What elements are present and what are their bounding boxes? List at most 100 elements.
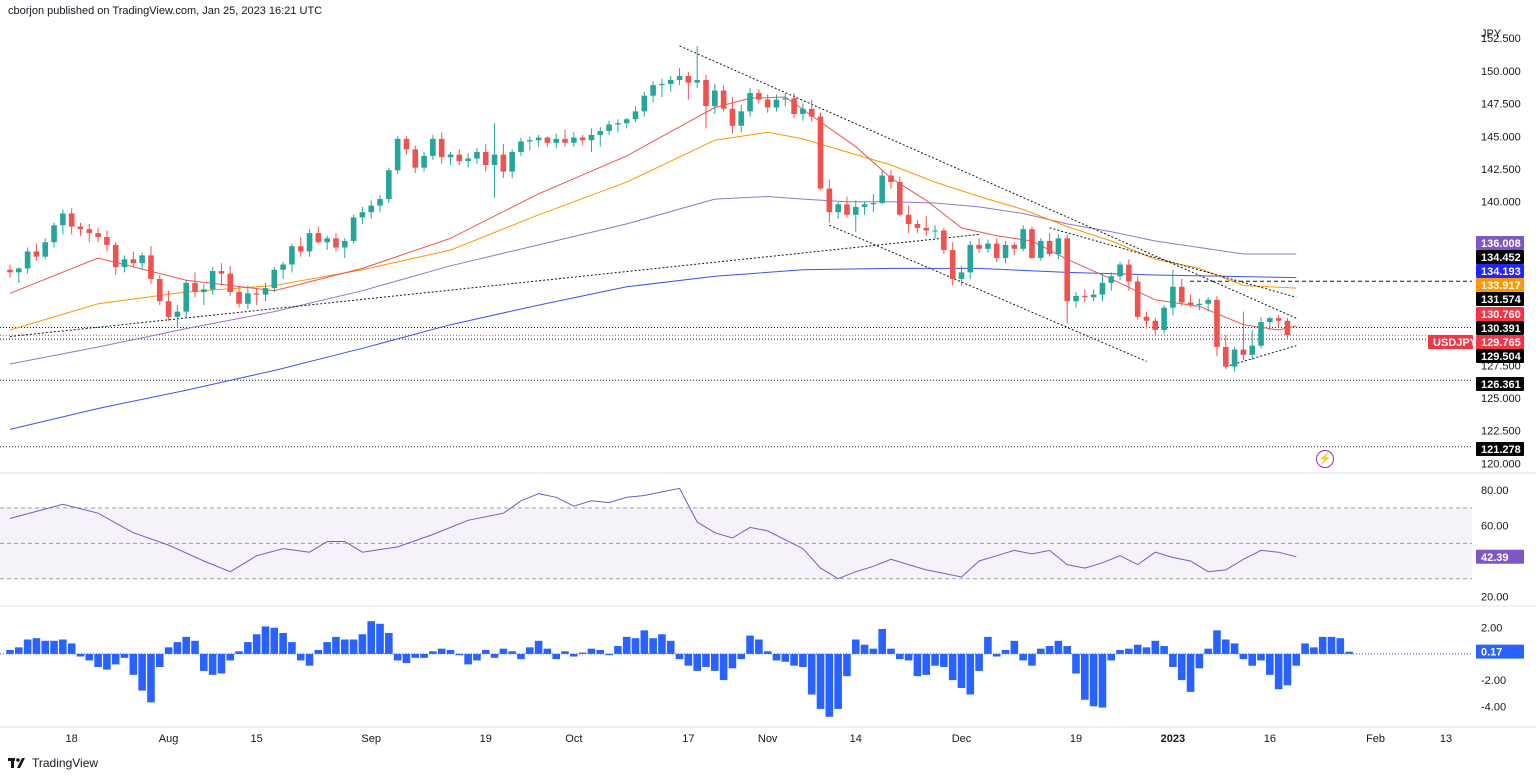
candle-up (1161, 307, 1167, 330)
candle-up (597, 131, 604, 135)
price-tick-label: 150.000 (1481, 66, 1521, 78)
histogram-value-badge-bg (1476, 644, 1524, 659)
candle-down (1046, 240, 1053, 255)
histogram-bar (587, 648, 596, 654)
candle-down (438, 138, 445, 158)
price-badge-bg (1476, 307, 1524, 321)
candle-up (526, 140, 533, 142)
candle-up (1196, 303, 1203, 306)
histogram-bar (966, 653, 975, 695)
price-badge-bg (1476, 442, 1524, 456)
candle-up (553, 138, 560, 143)
histogram-bar (1336, 638, 1345, 654)
candle-down (1275, 318, 1282, 321)
candle-up (271, 269, 278, 289)
candle-up (650, 85, 656, 96)
histogram-bar (640, 630, 649, 654)
histogram-bar (887, 648, 895, 654)
histogram-bar (693, 653, 701, 671)
histogram-bar (1318, 636, 1327, 654)
histogram-bar (755, 639, 763, 654)
grid-group (0, 472, 1536, 728)
histogram-bar (605, 653, 613, 656)
histogram-bar (173, 642, 182, 654)
candle-up (201, 289, 207, 292)
histogram-bar (746, 635, 754, 654)
histogram-bar (1019, 653, 1027, 661)
histogram-bar (217, 653, 226, 674)
candle-up (1002, 244, 1009, 258)
histogram-bar (728, 653, 737, 669)
histogram-bar (1274, 653, 1283, 690)
candle-down (1222, 346, 1229, 367)
histogram-bar (270, 627, 279, 654)
histogram-bar (1028, 653, 1036, 666)
candle-down (86, 229, 93, 234)
ema-20-line (9, 96, 1297, 331)
histogram-bar (658, 634, 666, 654)
histogram-bar (226, 653, 235, 661)
histogram-bar (878, 629, 886, 654)
histogram-bar (825, 653, 834, 717)
candle-up (835, 204, 841, 213)
rsi-value-badge: 42.39 (1481, 552, 1509, 564)
histogram-bar (1230, 643, 1239, 654)
candle-up (782, 98, 789, 100)
candle-down (764, 99, 771, 108)
histogram-bar (737, 653, 746, 660)
histogram-bar (349, 639, 358, 654)
candle-down (544, 137, 551, 143)
candle-down (33, 251, 40, 257)
candle-down (95, 233, 101, 238)
histogram-bar (534, 640, 543, 654)
trendline (1049, 227, 1297, 298)
histogram-bar (1257, 653, 1265, 661)
histogram-bar (235, 651, 243, 654)
histogram-bar (50, 640, 58, 654)
histogram-bar (1133, 644, 1142, 654)
rsi-line (9, 487, 1297, 580)
candle-down (703, 79, 709, 107)
histogram-bar (208, 653, 217, 675)
histogram-bar (464, 653, 472, 665)
price-tick-label: 120.000 (1481, 458, 1521, 470)
histogram-bar (1186, 653, 1195, 692)
candle-down (236, 292, 242, 304)
candle-down (914, 223, 921, 228)
candle-up (1090, 294, 1097, 298)
histogram-bar (508, 651, 516, 654)
price-badge-bg (1476, 335, 1524, 349)
histogram-bar (279, 632, 287, 654)
histogram-bar (1107, 653, 1116, 661)
histogram-tick-label: -4.00 (1481, 701, 1506, 713)
candle-up (1231, 349, 1238, 367)
histogram-bar (684, 653, 693, 666)
trendlines-group (9, 45, 1297, 368)
candle-down (104, 237, 110, 245)
histogram-bar (649, 638, 657, 654)
histogram-bar (164, 647, 173, 654)
rsi-tick-label: 60.00 (1481, 521, 1509, 533)
candle-down (403, 138, 410, 150)
candle-down (192, 282, 198, 292)
candle-up (623, 119, 630, 124)
candle-up (139, 255, 145, 264)
candle-down (976, 244, 982, 249)
price-badge-bg (1476, 236, 1524, 250)
date-tick-label: 18 (66, 733, 78, 745)
date-tick-label: Aug (159, 733, 179, 745)
histogram-bar (1001, 649, 1010, 654)
candle-up (280, 264, 286, 270)
lightning-icon[interactable]: ⚡ (1316, 450, 1334, 468)
candle-up (24, 251, 31, 269)
price-badge: 136.008 (1481, 238, 1521, 250)
candle-down (148, 255, 154, 279)
histogram-bar (1213, 630, 1221, 654)
candle-down (1143, 316, 1150, 321)
candle-down (68, 213, 75, 227)
candle-down (1029, 229, 1035, 258)
price-tick-label: 145.000 (1481, 131, 1521, 143)
histogram-bar (490, 653, 499, 658)
candle-up (518, 141, 524, 152)
